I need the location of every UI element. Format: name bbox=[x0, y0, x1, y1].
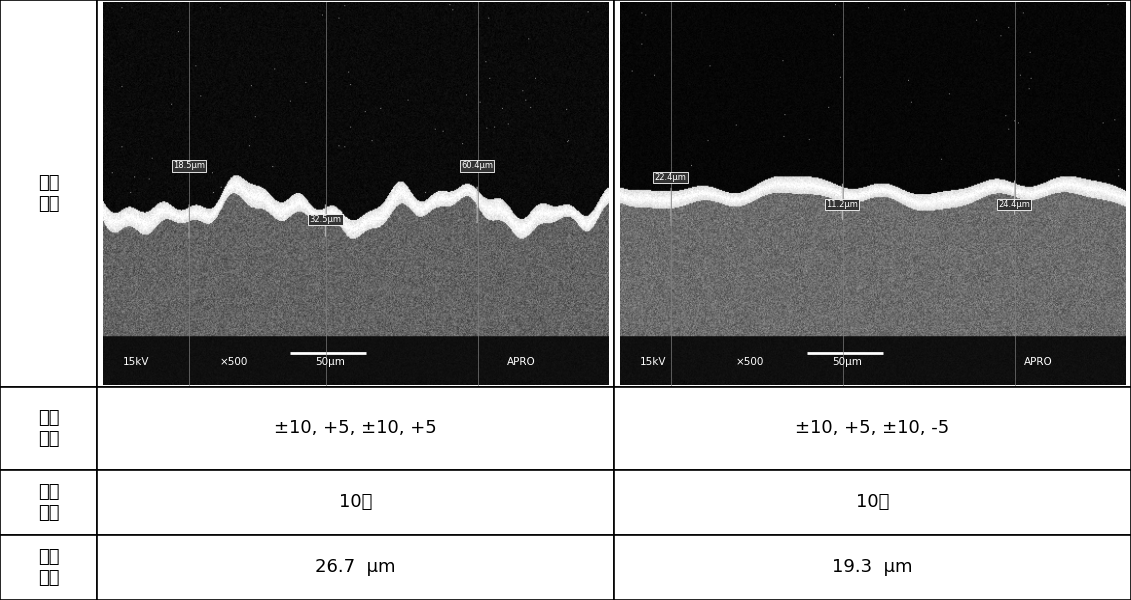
Bar bbox=[97, 0, 614, 387]
Bar bbox=[614, 470, 1131, 535]
Text: 19.3  μm: 19.3 μm bbox=[832, 558, 913, 576]
Bar bbox=[614, 0, 1131, 387]
Text: ±10, +5, ±10, -5: ±10, +5, ±10, -5 bbox=[795, 419, 950, 437]
Bar bbox=[0, 535, 97, 600]
Bar bbox=[0, 387, 97, 470]
Text: ×500: ×500 bbox=[736, 358, 765, 367]
Text: ×500: ×500 bbox=[219, 358, 248, 367]
Text: 15kV: 15kV bbox=[123, 358, 149, 367]
Text: 50μm: 50μm bbox=[832, 358, 862, 367]
Bar bbox=[97, 387, 614, 470]
Text: ±10, +5, ±10, +5: ±10, +5, ±10, +5 bbox=[275, 419, 437, 437]
Text: 단면
구조: 단면 구조 bbox=[37, 174, 60, 213]
Text: 32.5μm: 32.5μm bbox=[310, 215, 342, 224]
Text: 60.4μm: 60.4μm bbox=[461, 161, 493, 170]
Text: 18.5μm: 18.5μm bbox=[173, 161, 205, 170]
Text: 15kV: 15kV bbox=[640, 358, 666, 367]
Bar bbox=[0, 0, 97, 387]
Bar bbox=[614, 535, 1131, 600]
Text: 24.4μm: 24.4μm bbox=[999, 200, 1030, 209]
Text: 공정
시간: 공정 시간 bbox=[37, 483, 60, 521]
Bar bbox=[614, 387, 1131, 470]
Text: 50μm: 50μm bbox=[316, 358, 345, 367]
Text: 22.4μm: 22.4μm bbox=[655, 173, 687, 182]
Text: 10분: 10분 bbox=[856, 493, 889, 511]
Text: 10분: 10분 bbox=[339, 493, 372, 511]
Text: 피막
두께: 피막 두께 bbox=[37, 548, 60, 587]
Text: APRO: APRO bbox=[508, 358, 536, 367]
Text: 26.7  μm: 26.7 μm bbox=[316, 558, 396, 576]
Bar bbox=[97, 535, 614, 600]
Text: 11.2μm: 11.2μm bbox=[827, 200, 858, 209]
Text: APRO: APRO bbox=[1025, 358, 1053, 367]
Bar bbox=[97, 470, 614, 535]
Bar bbox=[0, 470, 97, 535]
Text: 전원
파형: 전원 파형 bbox=[37, 409, 60, 448]
